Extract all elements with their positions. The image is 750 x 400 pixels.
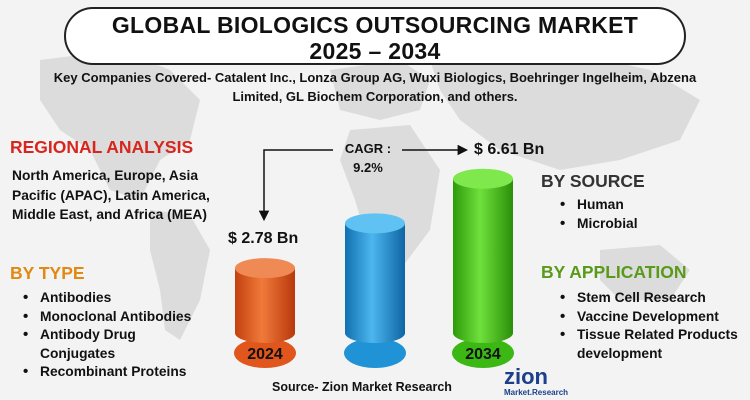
list-item: Vaccine Development	[557, 308, 749, 327]
list-item: Human	[557, 196, 737, 215]
by-application-heading: BY APPLICATION	[541, 262, 687, 282]
regional-analysis-text: North America, Europe, Asia Pacific (APA…	[12, 168, 210, 222]
source-text: Source- Zion Market Research	[272, 380, 452, 394]
year-label-2024: 2024	[247, 346, 283, 363]
value-label-2024: $ 2.78 Bn	[228, 230, 298, 247]
list-item: Antibody Drug Conjugates	[20, 326, 170, 363]
list-item: Antibodies	[20, 289, 235, 308]
title-banner: GLOBAL BIOLOGICS OUTSOURCING MARKET 2025…	[64, 7, 686, 65]
zion-logo: zion Market.Research	[504, 364, 568, 397]
cagr-label: CAGR :	[345, 141, 391, 156]
title-line-1: GLOBAL BIOLOGICS OUTSOURCING MARKET	[111, 12, 639, 38]
title-line-2: 2025 – 2034	[309, 38, 441, 64]
by-application-list: Stem Cell Research Vaccine Development T…	[557, 289, 749, 363]
list-item: Stem Cell Research	[557, 289, 749, 308]
list-item: Monoclonal Antibodies	[20, 308, 235, 327]
year-label-2034: 2034	[465, 346, 501, 363]
logo-tagline: Market.Research	[504, 388, 568, 397]
by-source-heading: BY SOURCE	[541, 171, 645, 191]
bar-middle	[345, 213, 405, 343]
key-companies-text: Key Companies Covered- Catalent Inc., Lo…	[53, 70, 697, 104]
list-item: Microbial	[557, 215, 737, 234]
value-label-2034: $ 6.61 Bn	[474, 141, 544, 158]
bar-2024	[235, 258, 295, 343]
list-item: Recombinant Proteins	[20, 363, 235, 382]
regional-analysis-heading: REGIONAL ANALYSIS	[10, 137, 194, 157]
by-source-list: Human Microbial	[557, 196, 737, 233]
cagr-value: 9.2%	[353, 160, 383, 175]
bar-base-2034	[452, 338, 514, 368]
logo-name: zion	[504, 364, 548, 389]
by-type-list: Antibodies Monoclonal Antibodies Antibod…	[20, 289, 235, 382]
cagr-arrow-left	[258, 149, 333, 222]
bar-2034	[453, 168, 513, 343]
by-type-heading: BY TYPE	[10, 263, 85, 283]
bar-base-2024	[234, 338, 296, 368]
list-item: Tissue Related Products development	[557, 326, 749, 363]
bar-base-mid	[344, 338, 406, 368]
